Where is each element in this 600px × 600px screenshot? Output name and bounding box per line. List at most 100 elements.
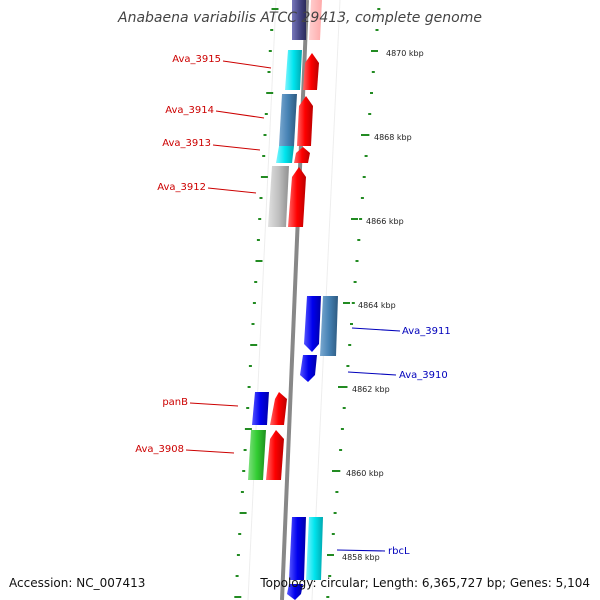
scale-minor-tick bbox=[266, 92, 274, 94]
scale-minor-tick bbox=[271, 8, 279, 10]
scale-minor-tick bbox=[348, 344, 352, 346]
scale-minor-tick bbox=[331, 533, 335, 535]
gene-block bbox=[276, 146, 294, 163]
scale-label: 4868 kbp bbox=[374, 133, 412, 142]
scale-label: 4866 kbp bbox=[366, 217, 404, 226]
scale-minor-tick bbox=[244, 428, 252, 430]
gene-arrow-reverse bbox=[304, 296, 321, 352]
scale-minor-tick bbox=[350, 323, 353, 325]
gene-features-forward bbox=[266, 0, 322, 480]
scale-minor-tick bbox=[359, 218, 363, 220]
scale-label: 4870 kbp bbox=[386, 49, 424, 58]
gene-label-ava-3908: Ava_3908 bbox=[135, 444, 184, 455]
leader-line bbox=[336, 549, 386, 552]
scale-minor-tick bbox=[260, 176, 268, 178]
gene-block bbox=[292, 0, 306, 40]
gene-features-reverse bbox=[287, 296, 338, 600]
scale-minor-tick bbox=[263, 134, 267, 136]
scale-minor-tick bbox=[346, 365, 350, 367]
scale-minor-tick bbox=[335, 491, 339, 493]
scale-minor-tick bbox=[357, 239, 361, 241]
scale-minor-tick bbox=[256, 239, 260, 241]
gene-block bbox=[279, 94, 297, 146]
scale-minor-tick bbox=[240, 491, 244, 493]
gene-label-ava-3911: Ava_3911 bbox=[402, 326, 451, 337]
gene-block bbox=[306, 517, 323, 580]
scale-minor-tick bbox=[328, 575, 332, 577]
gene-label-rbcl: rbcL bbox=[388, 546, 410, 557]
scale-minor-tick bbox=[258, 218, 262, 220]
gene-label-ava-3912: Ava_3912 bbox=[157, 182, 206, 193]
scale-minor-tick bbox=[252, 302, 256, 304]
gene-block bbox=[285, 50, 302, 90]
scale-minor-tick bbox=[251, 323, 255, 325]
scale-minor-tick bbox=[368, 113, 372, 115]
gene-block bbox=[289, 517, 306, 580]
scale-ticks-left bbox=[234, 8, 279, 598]
leader-line bbox=[207, 187, 257, 194]
scale-minor-tick bbox=[243, 449, 247, 451]
scale-label: 4860 kbp bbox=[346, 469, 384, 478]
scale-minor-tick bbox=[353, 281, 357, 283]
scale-minor-tick bbox=[344, 386, 348, 388]
accession-text: Accession: NC_007413 bbox=[9, 576, 146, 590]
gene-label-ava-3913: Ava_3913 bbox=[162, 138, 211, 149]
scale-minor-tick bbox=[355, 260, 359, 262]
gene-features-left-track bbox=[248, 0, 306, 480]
gene-label-panb: panB bbox=[162, 397, 188, 408]
scale-minor-tick bbox=[342, 407, 346, 409]
gene-track-outline-left bbox=[247, 0, 277, 600]
gene-block bbox=[252, 392, 269, 425]
scale-minor-tick bbox=[370, 92, 373, 94]
leader-lines-left bbox=[185, 60, 272, 454]
gene-label-ava-3915: Ava_3915 bbox=[172, 54, 221, 65]
gene-block bbox=[268, 166, 289, 227]
leader-line bbox=[212, 144, 261, 151]
scale-minor-tick bbox=[351, 302, 355, 304]
gene-arrow-forward bbox=[294, 147, 310, 163]
gene-label-ava-3914: Ava_3914 bbox=[165, 105, 214, 116]
scale-minor-tick bbox=[362, 176, 366, 178]
gene-arrow-forward bbox=[270, 392, 287, 425]
scale-minor-tick bbox=[235, 575, 239, 577]
leader-line bbox=[347, 371, 397, 376]
scale-minor-tick bbox=[267, 71, 271, 73]
scale-minor-tick bbox=[255, 260, 263, 262]
leader-lines-right bbox=[336, 327, 401, 552]
genome-summary-text: Topology: circular; Length: 6,365,727 bp… bbox=[260, 576, 590, 590]
gene-labels-left: Ava_3915 Ava_3914 Ava_3913 Ava_3912 panB… bbox=[135, 54, 221, 455]
gene-arrow-forward bbox=[309, 0, 322, 40]
scale-minor-tick bbox=[248, 365, 252, 367]
leader-line bbox=[222, 60, 272, 69]
gene-arrow-forward bbox=[297, 96, 313, 146]
scale-label: 4858 kbp bbox=[342, 553, 380, 562]
gene-arrow-forward bbox=[303, 53, 319, 90]
scale-minor-tick bbox=[270, 29, 274, 31]
scale-minor-tick bbox=[326, 596, 330, 598]
gene-labels-right: Ava_3911 Ava_3910 rbcL bbox=[388, 326, 451, 557]
scale-minor-tick bbox=[246, 407, 250, 409]
scale-minor-tick bbox=[250, 344, 258, 346]
scale-minor-tick bbox=[242, 470, 246, 472]
scale-minor-tick bbox=[364, 155, 368, 157]
scale-minor-tick bbox=[268, 50, 272, 52]
leader-line bbox=[185, 449, 235, 454]
map-title: Anabaena variabilis ATCC 29413, complete… bbox=[118, 10, 482, 26]
leader-line bbox=[351, 327, 401, 332]
scale-label: 4864 kbp bbox=[358, 301, 396, 310]
scale-labels: 4870 kbp 4868 kbp 4866 kbp 4864 kbp 4862… bbox=[327, 49, 424, 562]
scale-minor-tick bbox=[238, 533, 242, 535]
scale-minor-tick bbox=[247, 386, 251, 388]
scale-minor-tick bbox=[339, 449, 343, 451]
scale-minor-tick bbox=[259, 197, 263, 199]
gene-arrow-forward bbox=[266, 430, 284, 480]
scale-minor-tick bbox=[239, 512, 247, 514]
gene-arrow-reverse bbox=[287, 584, 303, 600]
scale-minor-tick bbox=[340, 428, 344, 430]
scale-minor-tick bbox=[360, 197, 364, 199]
leader-line bbox=[215, 110, 265, 119]
scale-minor-tick bbox=[236, 554, 240, 556]
scale-ticks-right bbox=[326, 8, 381, 598]
genome-backbone bbox=[280, 0, 309, 600]
